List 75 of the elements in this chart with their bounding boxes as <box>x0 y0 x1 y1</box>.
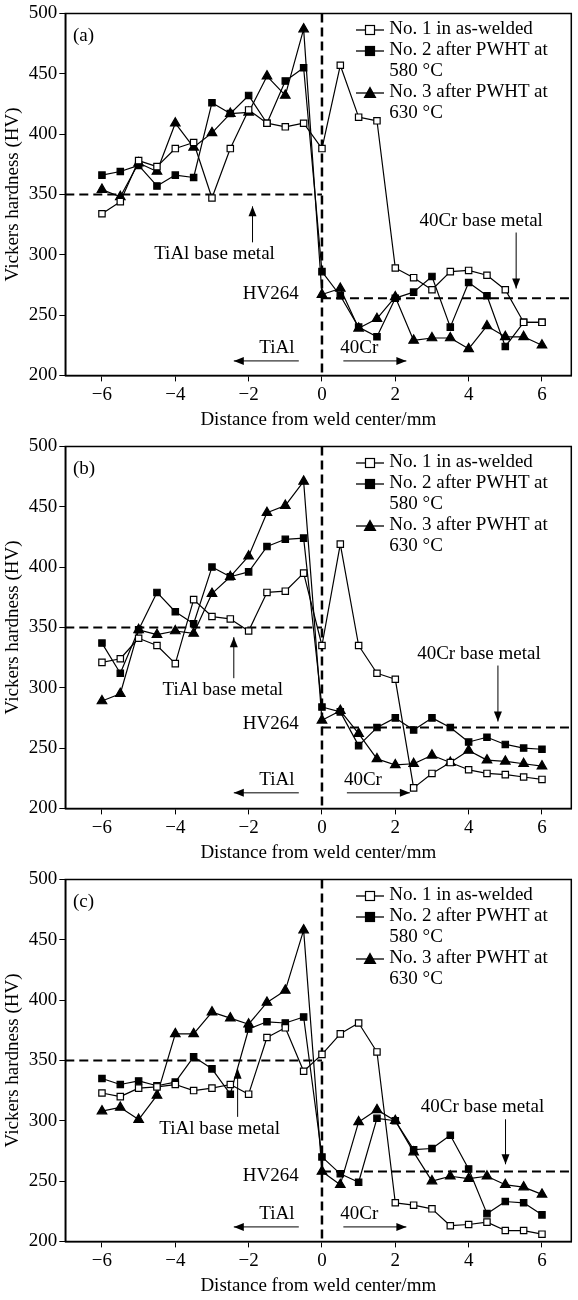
annotation: (a) <box>72 23 94 46</box>
x-tick-label: −4 <box>165 815 186 837</box>
x-tick-label: −4 <box>165 1248 186 1270</box>
y-tick-label: 500 <box>28 867 58 889</box>
annotation: HV264 <box>242 711 300 733</box>
x-tick-label: −4 <box>165 382 186 404</box>
legend-label: No. 1 in as-welded <box>389 450 533 472</box>
x-tick-label: −2 <box>238 1248 259 1270</box>
y-tick-label: 200 <box>28 796 58 818</box>
x-tick-label: −2 <box>238 815 259 837</box>
y-tick-label: 450 <box>28 494 58 516</box>
annotation: 40Cr <box>340 1201 380 1223</box>
y-axis-title: Vickers hardness (HV) <box>1 540 24 715</box>
y-axis-title: Vickers hardness (HV) <box>1 107 24 282</box>
y-tick-label: 250 <box>28 1169 58 1191</box>
x-tick-label: −6 <box>91 382 113 404</box>
y-tick-label: 300 <box>28 242 58 264</box>
legend-label: No. 2 after PWHT at 580 °C <box>389 904 549 947</box>
y-tick-label: 200 <box>28 363 58 385</box>
annotation: (b) <box>72 456 96 479</box>
x-tick-label: 2 <box>390 382 401 404</box>
annotation: TiAl base metal <box>162 678 284 700</box>
y-tick-label: 450 <box>28 61 58 83</box>
y-tick-label: 400 <box>28 122 58 144</box>
x-tick-label: 0 <box>317 382 327 404</box>
y-tick-label: 200 <box>28 1229 58 1251</box>
y-tick-label: 350 <box>28 182 58 204</box>
y-tick-label: 500 <box>28 1 58 23</box>
legend-label: No. 3 after PWHT at 630 °C <box>389 513 549 556</box>
x-tick-label: 0 <box>317 815 327 837</box>
annotation: 40Cr base metal <box>417 641 541 663</box>
x-tick-label: 6 <box>537 382 547 404</box>
legend-label: No. 2 after PWHT at 580 °C <box>389 38 549 81</box>
y-tick-label: 450 <box>28 927 58 949</box>
annotation: (c) <box>72 889 94 912</box>
x-tick-label: 4 <box>463 815 474 837</box>
annotation: 40Cr base metal <box>419 208 543 230</box>
annotation: TiAl base metal <box>159 1116 280 1138</box>
annotation: TiAl base metal <box>154 242 275 264</box>
annotation: TiAl <box>259 767 295 789</box>
x-tick-label: −6 <box>91 1248 113 1270</box>
x-axis-title: Distance from weld center/mm <box>200 840 437 862</box>
annotation: HV264 <box>242 1163 300 1185</box>
x-tick-label: 4 <box>463 1248 474 1270</box>
x-tick-label: 2 <box>390 815 401 837</box>
y-tick-label: 350 <box>28 1048 58 1070</box>
annotation: 40Cr <box>343 767 383 789</box>
legend-label: No. 1 in as-welded <box>389 883 533 905</box>
y-tick-label: 350 <box>28 615 58 637</box>
x-tick-label: −6 <box>91 815 113 837</box>
x-axis-title: Distance from weld center/mm <box>200 407 437 429</box>
annotation: 40Cr <box>340 335 380 357</box>
legend-label: No. 1 in as-welded <box>389 17 533 39</box>
legend-label: No. 3 after PWHT at 630 °C <box>389 946 549 989</box>
y-tick-label: 500 <box>28 434 58 456</box>
x-tick-label: 2 <box>390 1248 401 1270</box>
annotation: 40Cr base metal <box>420 1095 545 1117</box>
legend-label: No. 2 after PWHT at 580 °C <box>389 471 549 514</box>
x-tick-label: 0 <box>317 1248 327 1270</box>
y-axis-title: Vickers hardness (HV) <box>1 973 24 1148</box>
y-tick-label: 300 <box>28 1108 58 1130</box>
x-axis-title: Distance from weld center/mm <box>200 1273 437 1295</box>
y-tick-label: 250 <box>28 736 58 758</box>
annotation: TiAl <box>259 335 295 357</box>
x-tick-label: 4 <box>463 382 474 404</box>
annotation: HV264 <box>242 282 300 304</box>
y-tick-label: 250 <box>28 303 58 325</box>
x-tick-label: 6 <box>537 815 547 837</box>
y-tick-label: 300 <box>28 675 58 697</box>
x-tick-label: 6 <box>537 1248 547 1270</box>
y-tick-label: 400 <box>28 555 58 577</box>
legend-label: No. 3 after PWHT at 630 °C <box>389 80 549 123</box>
y-tick-label: 400 <box>28 988 58 1010</box>
x-tick-label: −2 <box>238 382 259 404</box>
annotation: TiAl <box>259 1201 295 1223</box>
